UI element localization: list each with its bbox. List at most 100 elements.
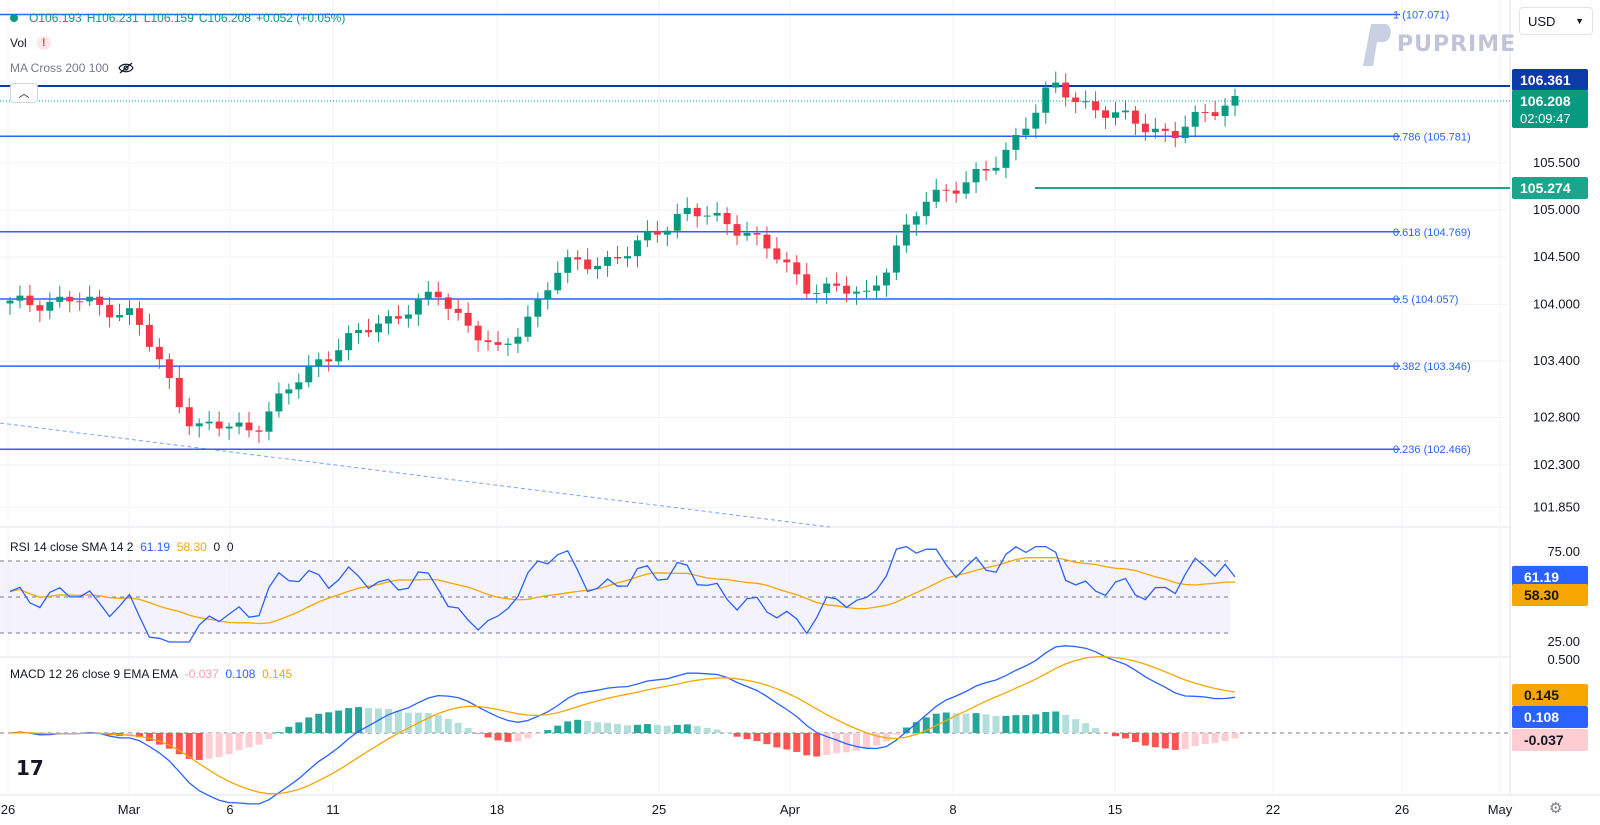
candle-body — [803, 274, 811, 294]
macd-histogram-bar — [295, 722, 303, 733]
candle-body — [594, 265, 602, 270]
macd-histogram-bar — [195, 733, 203, 760]
macd-histogram-bar — [643, 724, 651, 733]
x-tick-label: 8 — [949, 802, 956, 817]
candle-body — [424, 291, 432, 299]
price-label-bg — [1512, 69, 1588, 91]
ohlc-change: +0.052 (+0.05%) — [255, 11, 346, 25]
y-tick-label: 102.800 — [1533, 410, 1580, 425]
y-tick-label: 104.500 — [1533, 249, 1580, 264]
x-tick-label: May — [1488, 802, 1513, 817]
macd-histogram-bar — [484, 733, 492, 738]
macd-histogram-bar — [793, 733, 801, 752]
eye-hidden-icon[interactable] — [117, 61, 135, 75]
candle-body — [375, 323, 382, 333]
candle-body — [1211, 112, 1219, 116]
candle-body — [902, 224, 910, 246]
candle-body — [494, 342, 502, 345]
candle-body — [653, 230, 661, 235]
candle-body — [255, 430, 263, 432]
macd-histogram-bar — [823, 733, 831, 755]
macd-tick-label: 0.500 — [1547, 652, 1580, 667]
macd-histogram-bar — [743, 733, 751, 740]
y-tick-label: 103.400 — [1533, 353, 1580, 368]
macd-value-label: -0.037 — [1524, 732, 1564, 748]
candle-body — [554, 272, 562, 291]
macd-histogram-bar — [205, 733, 213, 759]
macd-histogram-bar — [1161, 733, 1169, 749]
macd-histogram-bar — [434, 715, 442, 733]
collapse-legend-button[interactable]: ︿ — [10, 83, 38, 103]
candle-body — [1092, 101, 1100, 111]
macd-histogram-bar — [1221, 733, 1229, 741]
candle-body — [882, 272, 890, 286]
rsi-sma-label: 58.30 — [1524, 587, 1559, 603]
vol-legend[interactable]: Vol ! — [10, 36, 51, 50]
candle-body — [863, 290, 870, 292]
candle-body — [454, 308, 462, 313]
rsi-extra-2: 0 — [226, 540, 234, 554]
currency-select[interactable]: USD ▼ — [1519, 7, 1593, 35]
candle-body — [932, 189, 940, 202]
macd-histogram-bar — [1082, 723, 1090, 733]
macd-histogram-bar — [673, 724, 681, 733]
macd-histogram-bar — [474, 733, 482, 734]
macd-histogram-bar — [135, 733, 143, 738]
candle-body — [912, 216, 920, 225]
macd-histogram-bar — [494, 733, 502, 741]
candle-body — [633, 240, 641, 257]
fib-label-0.5: 0.5 (104.057) — [1393, 294, 1458, 306]
warning-icon[interactable]: ! — [36, 36, 51, 50]
candle-body — [544, 290, 552, 300]
ohlc-high: H106.231 — [86, 11, 139, 25]
macd-histogram-bar — [763, 733, 771, 745]
candle-body — [892, 245, 900, 273]
tradingview-logo[interactable]: 17 — [16, 756, 44, 780]
macd-histogram-bar — [813, 733, 821, 757]
candle-body — [872, 285, 880, 291]
macd-histogram-bar — [454, 723, 462, 733]
macd-histogram-bar — [703, 727, 711, 733]
macd-histogram-bar — [833, 733, 841, 754]
candle-body — [663, 230, 671, 235]
macd-histogram-bar — [1231, 733, 1239, 739]
macd-value-bg — [1512, 706, 1588, 728]
ma-legend[interactable]: MA Cross 200 100 — [10, 61, 135, 75]
candle-body — [165, 359, 173, 378]
macd-hist-value: -0.037 — [184, 667, 219, 681]
macd-histogram-bar — [1181, 733, 1189, 749]
macd-histogram-bar — [992, 716, 1000, 733]
candle-body — [295, 382, 303, 390]
candle-body — [1171, 130, 1179, 139]
macd-histogram-bar — [185, 733, 193, 759]
ohlc-legend: O106.193 H106.231 L106.159 C106.208 +0.0… — [10, 11, 345, 25]
macd-histogram-bar — [1072, 719, 1080, 733]
settings-gear-icon[interactable]: ⚙ — [1549, 800, 1563, 817]
macd-histogram-bar — [315, 713, 323, 733]
candle-body — [444, 297, 452, 309]
candle-body — [414, 298, 422, 315]
macd-histogram-bar — [1062, 714, 1070, 733]
rsi-tick-label: 75.00 — [1547, 544, 1580, 559]
y-tick-label: 102.300 — [1533, 457, 1580, 472]
candle-body — [215, 421, 223, 429]
candle-body — [564, 257, 572, 273]
candle-body — [76, 301, 84, 303]
candle-body — [1231, 95, 1239, 106]
macd-histogram-bar — [504, 733, 512, 742]
rsi-value: 61.19 — [140, 540, 171, 554]
rsi-line — [9, 545, 1236, 643]
macd-signal-value: 0.145 — [262, 667, 293, 681]
macd-histogram-bar — [1141, 733, 1149, 746]
candle-body — [922, 201, 930, 217]
rsi-value-label: 61.19 — [1524, 569, 1559, 585]
candle-body — [1191, 112, 1199, 127]
macd-histogram-bar — [1191, 733, 1199, 747]
y-tick-label: 101.850 — [1533, 499, 1580, 514]
candle-body — [225, 426, 233, 429]
macd-histogram-bar — [872, 733, 880, 746]
macd-histogram-bar — [165, 733, 173, 749]
y-tick-label: 105.500 — [1533, 155, 1580, 170]
macd-line — [9, 645, 1236, 805]
